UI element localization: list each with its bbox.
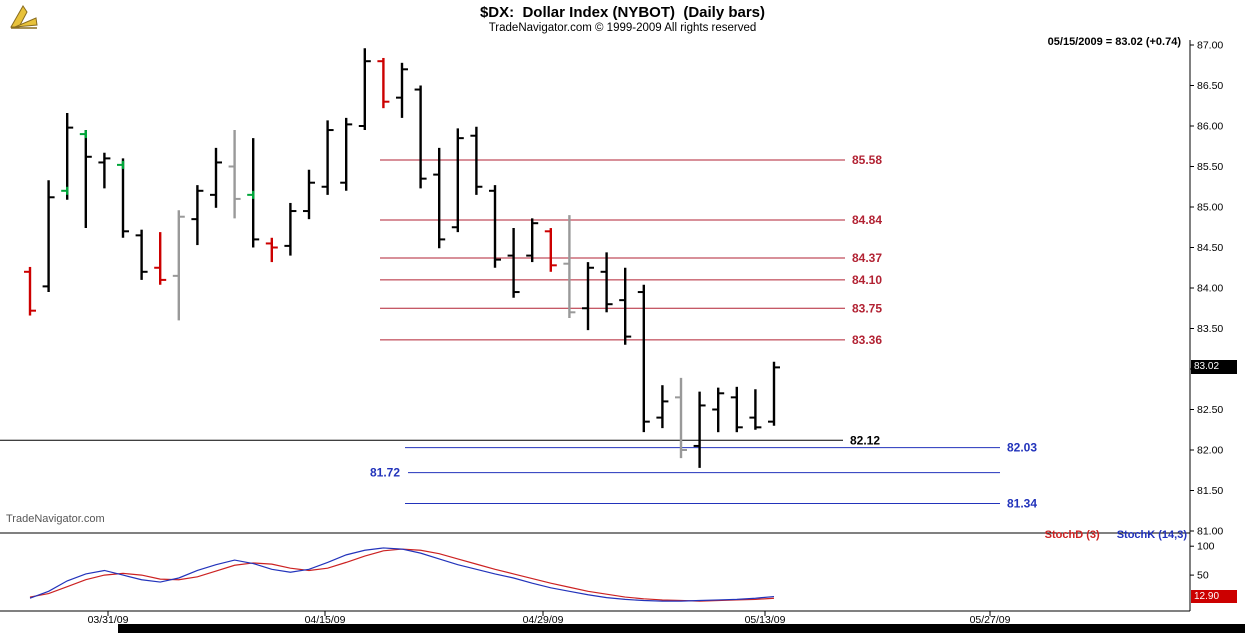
panel-separators [0,532,1190,612]
level-label: 83.36 [852,333,882,347]
logo-glyph [10,5,38,29]
stochd-legend-label[interactable]: StochD (3) [1044,529,1100,541]
stochk-line[interactable] [29,547,775,602]
level-label: 83.75 [852,301,882,315]
date-label: 03/31/09 [88,614,129,626]
trade-navigator-logo-icon[interactable] [8,3,40,31]
price-tick-label: 81.50 [1197,485,1223,497]
stoch-tick-label: 100 [1197,541,1215,553]
price-tick-label: 82.50 [1197,404,1223,416]
date-axis: 03/31/09 04/15/09 04/29/09 05/13/09 05/27/09 [88,611,1011,626]
date-label: 04/15/09 [305,614,346,626]
price-tick-label: 86.50 [1197,80,1223,92]
stoch-tick-label: 50 [1197,570,1209,582]
support-resistance-lines: 85.58 84.84 84.37 84.10 83.75 83.36 82.12 82.03… [0,153,1037,510]
stoch-legend: StochD (3) StochK (14,3) [1031,529,1187,541]
horizontal-scrollbar[interactable] [0,624,1245,633]
ohlc-bars [24,48,780,468]
price-axis: 87.00 86.50 86.00 85.50 85.00 84.50 84.00 83.50… [1189,40,1223,611]
level-label: 85.58 [852,153,882,167]
stochd-line[interactable] [29,548,775,602]
date-label: 04/29/09 [523,614,564,626]
price-tick-label: 84.00 [1197,283,1223,295]
scrollbar-thumb[interactable] [118,624,1245,633]
price-tick-label: 84.50 [1197,242,1223,254]
watermark-text: TradeNavigator.com [6,513,105,525]
level-label: 84.10 [852,273,882,287]
stoch-panel: 100 50 [29,541,1215,602]
level-label: 81.34 [1007,496,1037,510]
price-tick-label: 82.00 [1197,445,1223,457]
price-tick-label: 86.00 [1197,121,1223,133]
stoch-last-value-marker: 12.90 [1191,590,1237,603]
date-label: 05/27/09 [970,614,1011,626]
price-tick-label: 87.00 [1197,40,1223,52]
price-tick-label: 81.00 [1197,526,1223,538]
level-label: 84.37 [852,251,882,265]
stochk-legend-label[interactable]: StochK (14,3) [1116,529,1187,541]
chart-title: $DX: Dollar Index (NYBOT) (Daily bars) [479,4,766,21]
price-tick-label: 85.50 [1197,161,1223,173]
price-tick-label: 83.50 [1197,323,1223,335]
level-label: 84.84 [852,213,882,227]
level-label: 82.03 [1007,441,1037,455]
copyright-line: TradeNavigator.com © 1999-2009 All right… [488,22,757,34]
level-label: 82.12 [850,433,880,447]
last-price-marker: 83.02 [1191,360,1237,374]
price-tick-label: 85.00 [1197,202,1223,214]
level-label: 81.72 [370,466,400,480]
date-label: 05/13/09 [745,614,786,626]
last-quote-readout: 05/15/2009 = 83.02 (+0.74) [1047,36,1181,48]
